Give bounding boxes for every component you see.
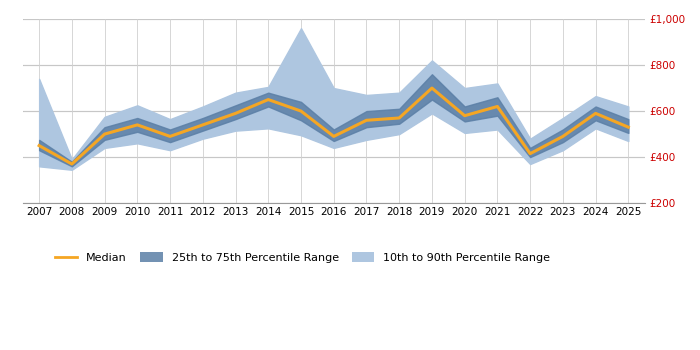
Legend: Median, 25th to 75th Percentile Range, 10th to 90th Percentile Range: Median, 25th to 75th Percentile Range, 1… bbox=[51, 248, 554, 267]
